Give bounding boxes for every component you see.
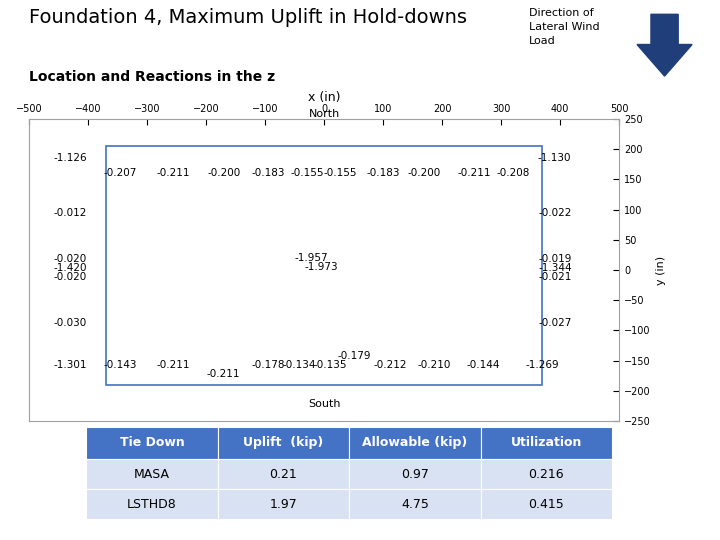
Bar [106, 146, 542, 385]
Text: 4.75: 4.75 [401, 498, 429, 511]
Bar [349, 489, 481, 519]
Text: -0.027: -0.027 [539, 318, 572, 328]
Text: -0.143: -0.143 [104, 360, 137, 370]
Text: LSTHD8: LSTHD8 [127, 498, 177, 511]
Text: -0.012: -0.012 [53, 207, 87, 218]
Bar [218, 459, 349, 489]
Text: -0.135: -0.135 [313, 360, 346, 370]
Text: -0.211: -0.211 [458, 168, 491, 178]
Text: -0.155: -0.155 [324, 168, 357, 178]
Bar [86, 459, 218, 489]
Text: Uplift  (kip): Uplift (kip) [243, 436, 323, 449]
Text: -0.155: -0.155 [291, 168, 324, 178]
X-axis label: x (in): x (in) [307, 91, 341, 104]
Text: 0.415: 0.415 [528, 498, 564, 511]
Text: -1.420: -1.420 [53, 263, 87, 273]
Text: -0.183: -0.183 [366, 168, 400, 178]
Text: -1.130: -1.130 [538, 153, 571, 163]
Text: North: North [308, 109, 340, 119]
Text: Utilization: Utilization [510, 436, 582, 449]
Text: 0.216: 0.216 [528, 468, 564, 481]
Text: -1.344: -1.344 [539, 263, 572, 273]
Bar [86, 489, 218, 519]
Text: -0.019: -0.019 [539, 254, 572, 264]
Text: -0.211: -0.211 [157, 360, 190, 370]
Text: -1.957: -1.957 [294, 253, 328, 263]
Y-axis label: y (in): y (in) [657, 255, 667, 285]
Text: -1.126: -1.126 [53, 153, 87, 163]
Text: -0.144: -0.144 [467, 360, 500, 370]
Text: -1.269: -1.269 [526, 360, 559, 370]
Bar [481, 427, 612, 459]
Text: -0.183: -0.183 [251, 168, 284, 178]
Text: 0.21: 0.21 [269, 468, 297, 481]
Text: -0.020: -0.020 [53, 254, 86, 264]
Text: -0.211: -0.211 [157, 168, 190, 178]
Text: 1.97: 1.97 [269, 498, 297, 511]
Text: -1.301: -1.301 [53, 360, 87, 370]
Bar [481, 489, 612, 519]
Text: -0.179: -0.179 [338, 352, 372, 361]
Text: -0.211: -0.211 [207, 369, 240, 379]
Text: -0.208: -0.208 [496, 168, 530, 178]
Text: Foundation 4, Maximum Uplift in Hold-downs: Foundation 4, Maximum Uplift in Hold-dow… [29, 8, 467, 27]
Bar [218, 427, 349, 459]
Text: -1.973: -1.973 [305, 262, 338, 272]
Text: -0.178: -0.178 [251, 360, 284, 370]
Bar [218, 489, 349, 519]
Text: 0.97: 0.97 [401, 468, 429, 481]
Text: -0.200: -0.200 [207, 168, 240, 178]
Text: -0.200: -0.200 [408, 168, 441, 178]
Text: -0.030: -0.030 [53, 318, 86, 328]
Text: Direction of
Lateral Wind
Load: Direction of Lateral Wind Load [529, 8, 600, 46]
Text: -0.212: -0.212 [374, 360, 407, 370]
Bar [349, 459, 481, 489]
Text: Allowable (kip): Allowable (kip) [362, 436, 467, 449]
Bar [349, 427, 481, 459]
Text: -0.134: -0.134 [282, 360, 316, 370]
Text: -0.022: -0.022 [539, 207, 572, 218]
Bar [481, 459, 612, 489]
Text: MASA: MASA [134, 468, 170, 481]
Text: -0.207: -0.207 [104, 168, 137, 178]
Text: -0.021: -0.021 [539, 272, 572, 282]
Text: Location and Reactions in the z: Location and Reactions in the z [29, 70, 275, 84]
Text: -0.020: -0.020 [53, 272, 86, 282]
Text: -0.210: -0.210 [418, 360, 451, 370]
Text: Tie Down: Tie Down [120, 436, 184, 449]
Text: South: South [307, 399, 341, 409]
Bar [86, 427, 218, 459]
FancyArrow shape [637, 14, 692, 76]
